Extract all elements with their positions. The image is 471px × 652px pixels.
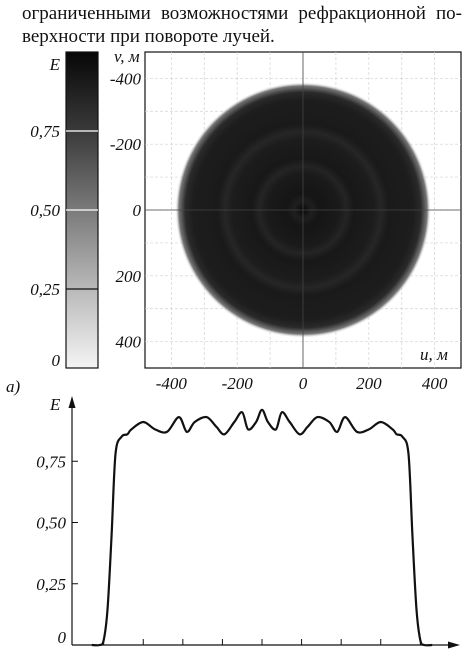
map-x-tick-label: -400 xyxy=(156,374,188,393)
map-y-tick-label: -400 xyxy=(110,69,142,88)
profile-y-ticks: 0,75 0,50 0,25 0 xyxy=(36,452,78,647)
map-y-label: v, м xyxy=(114,47,140,66)
colorbar-tick-label: 0 xyxy=(52,351,61,370)
map-y-tick-label: 200 xyxy=(116,267,142,286)
colorbar: 0,75 0,50 0,25 0 E xyxy=(30,51,99,370)
profile-y-tick-label: 0 xyxy=(58,628,67,647)
map-y-tick-label: 0 xyxy=(133,201,142,220)
map-y-tick-label: -200 xyxy=(110,135,142,154)
profile-x-arrow xyxy=(448,641,460,649)
map-panel: 400 200 0 -200 -400 -400 -200 0 200 400 v, м u, … xyxy=(110,47,462,393)
map-y-ticks: 400 200 0 -200 -400 xyxy=(110,69,142,351)
profile-y-arrow xyxy=(68,396,76,408)
profile-y-tick-label: 0,75 xyxy=(36,452,66,471)
caption-line-1: ограниченными возможностями рефракционно… xyxy=(22,3,462,24)
profile-y-tick-label: 0,25 xyxy=(36,575,66,594)
profile-y-label: E xyxy=(49,395,61,414)
profile-x-ticks xyxy=(103,639,421,645)
map-x-tick-label: 400 xyxy=(422,374,448,393)
map-x-tick-label: -200 xyxy=(222,374,254,393)
map-x-tick-label: 200 xyxy=(356,374,382,393)
colorbar-tick-label: 0,50 xyxy=(30,201,60,220)
map-x-label: u, м xyxy=(420,345,448,364)
caption-line-2: верхности при повороте лучей. xyxy=(22,26,275,47)
map-x-ticks: -400 -200 0 200 400 xyxy=(156,374,448,393)
colorbar-tick-label: 0,75 xyxy=(30,122,60,141)
map-y-tick-label: 400 xyxy=(116,333,142,352)
colorbar-tick-label: 0,25 xyxy=(30,280,60,299)
profile-chart: 0,75 0,50 0,25 0 E xyxy=(36,395,460,649)
colorbar-ticks: 0,75 0,50 0,25 0 xyxy=(30,122,98,370)
caption: ограниченными возможностями рефракционно… xyxy=(22,2,462,48)
map-x-tick-label: 0 xyxy=(299,374,308,393)
panel-label: а) xyxy=(6,377,21,396)
profile-line xyxy=(91,408,433,647)
profile-y-tick-label: 0,50 xyxy=(36,514,66,533)
colorbar-label: E xyxy=(49,55,61,74)
